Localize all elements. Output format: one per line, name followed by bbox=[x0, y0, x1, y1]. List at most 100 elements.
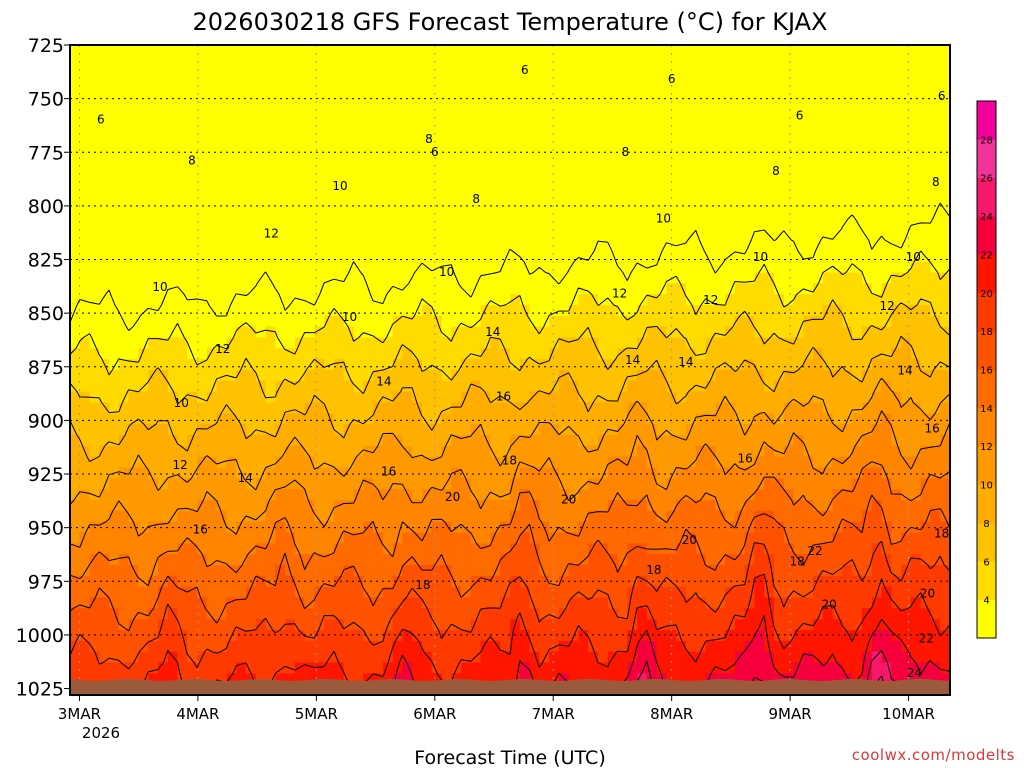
field-cell bbox=[588, 619, 599, 631]
field-cell bbox=[774, 424, 785, 436]
field-cell bbox=[275, 662, 286, 674]
field-cell bbox=[363, 294, 374, 306]
field-cell bbox=[480, 283, 492, 295]
field-cell bbox=[314, 456, 325, 469]
field-cell bbox=[373, 185, 384, 198]
field-cell bbox=[334, 402, 345, 414]
field-cell bbox=[568, 55, 580, 68]
field-cell bbox=[813, 305, 824, 317]
field-cell bbox=[118, 500, 130, 512]
field-cell bbox=[656, 597, 668, 609]
field-cell bbox=[441, 77, 452, 89]
field-cell bbox=[275, 500, 286, 512]
field-cell bbox=[813, 565, 824, 577]
field-cell bbox=[744, 77, 756, 89]
field-cell bbox=[314, 88, 325, 100]
field-cell bbox=[422, 348, 433, 360]
field-cell bbox=[343, 424, 355, 436]
field-cell bbox=[588, 510, 599, 523]
field-cell bbox=[549, 240, 560, 252]
field-cell bbox=[206, 315, 218, 328]
field-cell bbox=[715, 207, 726, 219]
field-cell bbox=[715, 445, 726, 458]
field-cell bbox=[695, 662, 707, 674]
field-cell bbox=[216, 662, 228, 674]
field-cell bbox=[109, 445, 120, 458]
field-cell bbox=[783, 565, 795, 577]
field-cell bbox=[793, 391, 804, 404]
field-cell bbox=[70, 435, 81, 447]
field-cell bbox=[118, 272, 130, 284]
field-cell bbox=[373, 380, 384, 393]
field-cell bbox=[480, 380, 492, 393]
field-cell bbox=[656, 445, 668, 458]
field-cell bbox=[607, 640, 619, 653]
field-cell bbox=[783, 651, 795, 664]
field-cell bbox=[461, 532, 472, 544]
field-cell bbox=[109, 326, 120, 339]
field-cell bbox=[343, 294, 355, 306]
field-cell bbox=[461, 543, 472, 555]
field-cell bbox=[783, 510, 795, 523]
field-cell bbox=[158, 131, 169, 144]
field-cell bbox=[128, 77, 140, 89]
field-cell bbox=[852, 467, 863, 479]
field-cell bbox=[314, 586, 325, 599]
field-cell bbox=[441, 196, 452, 209]
field-cell bbox=[510, 391, 521, 404]
field-cell bbox=[715, 283, 726, 295]
field-cell bbox=[402, 120, 413, 133]
field-cell bbox=[382, 88, 394, 100]
field-cell bbox=[334, 478, 345, 490]
field-cell bbox=[686, 229, 697, 241]
field-cell bbox=[167, 402, 179, 414]
field-cell bbox=[206, 88, 218, 100]
field-cell bbox=[118, 250, 130, 263]
field-cell bbox=[676, 326, 687, 339]
field-cell bbox=[510, 370, 521, 382]
field-cell bbox=[294, 586, 306, 599]
field-cell bbox=[206, 294, 218, 306]
field-cell bbox=[666, 597, 677, 609]
field-cell bbox=[451, 575, 462, 588]
field-cell bbox=[627, 413, 638, 425]
field-cell bbox=[803, 359, 814, 371]
field-cell bbox=[99, 370, 110, 382]
field-cell bbox=[441, 575, 452, 588]
field-cell bbox=[265, 435, 276, 447]
field-cell bbox=[617, 532, 628, 544]
field-cell bbox=[519, 120, 531, 133]
field-cell bbox=[842, 521, 853, 534]
field-cell bbox=[607, 435, 619, 447]
field-cell bbox=[862, 153, 873, 165]
field-cell bbox=[461, 608, 472, 620]
field-cell bbox=[304, 305, 316, 317]
field-cell bbox=[813, 370, 824, 382]
field-cell bbox=[852, 142, 863, 154]
field-cell bbox=[451, 554, 462, 566]
field-cell bbox=[177, 120, 188, 133]
field-cell bbox=[715, 348, 726, 360]
field-cell bbox=[568, 283, 580, 295]
field-cell bbox=[431, 456, 443, 469]
field-cell bbox=[519, 283, 531, 295]
field-cell bbox=[500, 55, 511, 68]
field-cell bbox=[510, 55, 521, 68]
field-cell bbox=[852, 445, 863, 458]
field-cell bbox=[451, 370, 462, 382]
field-cell bbox=[627, 45, 638, 57]
field-cell bbox=[70, 510, 81, 523]
field-cell bbox=[793, 359, 804, 371]
field-cell bbox=[451, 164, 462, 176]
field-cell bbox=[285, 250, 296, 263]
field-cell bbox=[216, 413, 228, 425]
field-cell bbox=[402, 110, 413, 122]
field-cell bbox=[431, 651, 443, 664]
field-cell bbox=[206, 142, 218, 154]
field-cell bbox=[187, 120, 198, 133]
field-cell bbox=[832, 391, 844, 404]
field-cell bbox=[265, 131, 276, 144]
field-cell bbox=[637, 131, 648, 144]
field-cell bbox=[842, 391, 853, 404]
field-cell bbox=[764, 532, 775, 544]
